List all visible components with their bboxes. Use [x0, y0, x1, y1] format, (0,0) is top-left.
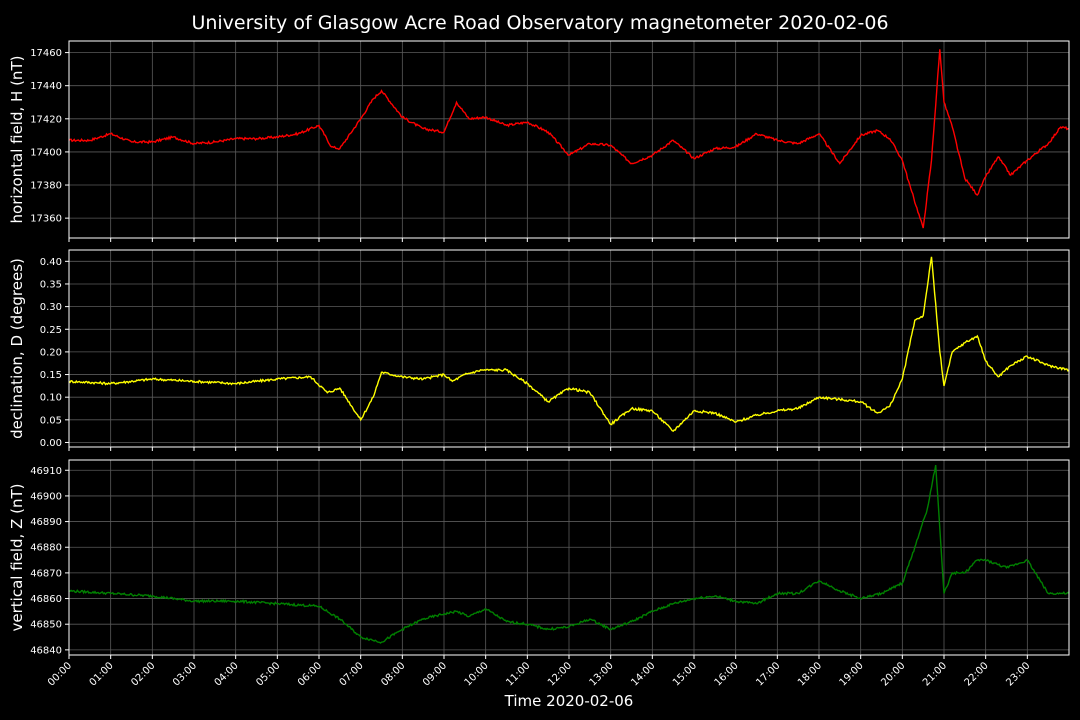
x-tick-label: 06:00 [296, 660, 324, 688]
y-tick-label: 17360 [30, 214, 62, 225]
x-tick-label: 07:00 [338, 660, 366, 688]
y-tick-label: 46880 [30, 543, 62, 554]
y-tick-label: 46850 [30, 620, 62, 631]
y-tick-label: 0.30 [40, 302, 62, 313]
x-tick-label: 23:00 [1004, 660, 1032, 688]
panel-frame [68, 459, 1070, 656]
panel-frame [68, 40, 1070, 239]
x-tick-label: 04:00 [213, 660, 241, 688]
x-tick-label: 22:00 [963, 660, 991, 688]
x-tick-label: 09:00 [421, 660, 449, 688]
y-tick-label: 46910 [30, 466, 62, 477]
y-tick-label: 0.20 [40, 347, 62, 358]
panel-frame [68, 249, 1070, 448]
y-tick-label: 46870 [30, 568, 62, 579]
series-line-Z [68, 464, 1070, 644]
y-axis-label-D: declination, D (degrees) [8, 258, 26, 439]
panel-H: 17360 17380 17400 17420 17440 17460 horizontal… [8, 40, 1070, 242]
y-tick-label: 0.15 [40, 370, 62, 381]
x-tick-label: 16:00 [713, 660, 741, 688]
x-tick-label: 03:00 [171, 660, 199, 688]
x-tick-label: 17:00 [754, 660, 782, 688]
chart-panels: 17360 17380 17400 17420 17440 17460 horizontal… [8, 40, 1070, 659]
y-tick-label: 17380 [30, 181, 62, 192]
x-tick-label: 19:00 [838, 660, 866, 688]
y-tick-label: 0.35 [40, 279, 62, 290]
y-tick-label: 0.40 [40, 257, 62, 268]
x-axis-ticks: 00:00 01:00 02:00 03:00 04:00 05:00 06:00 07:00… [46, 660, 1032, 688]
x-tick-label: 20:00 [879, 660, 907, 688]
x-tick-label: 15:00 [671, 660, 699, 688]
x-tick-label: 01:00 [88, 660, 116, 688]
y-tick-label: 0.10 [40, 393, 62, 404]
y-axis-label-H: horizontal field, H (nT) [8, 56, 26, 224]
y-tick-label: 46840 [30, 645, 62, 656]
y-tick-label: 46860 [30, 594, 62, 605]
y-tick-label: 17440 [30, 81, 62, 92]
x-tick-label: 18:00 [796, 660, 824, 688]
x-tick-label: 21:00 [921, 660, 949, 688]
x-tick-label: 02:00 [129, 660, 157, 688]
chart-title: University of Glasgow Acre Road Observat… [191, 12, 888, 34]
y-tick-label: 46890 [30, 517, 62, 528]
y-tick-label: 46900 [30, 491, 62, 502]
x-axis-label: Time 2020-02-06 [504, 692, 634, 710]
series-line-H [68, 49, 1069, 229]
x-tick-label: 05:00 [254, 660, 282, 688]
panel-Z: 46840 46850 46860 46870 46880 46890 46900 46910… [8, 459, 1070, 659]
y-tick-label: 0.00 [40, 438, 62, 449]
x-tick-label: 14:00 [629, 660, 657, 688]
y-tick-label: 17400 [30, 147, 62, 158]
x-tick-label: 11:00 [504, 660, 532, 688]
x-tick-label: 10:00 [463, 660, 491, 688]
x-tick-label: 00:00 [46, 660, 74, 688]
y-tick-label: 0.05 [40, 415, 62, 426]
x-tick-label: 08:00 [379, 660, 407, 688]
y-axis-label-Z: vertical field, Z (nT) [8, 483, 26, 631]
x-tick-label: 13:00 [588, 660, 616, 688]
y-tick-label: 17420 [30, 114, 62, 125]
y-tick-label: 17460 [30, 48, 62, 59]
x-tick-label: 12:00 [546, 660, 574, 688]
y-tick-label: 0.25 [40, 325, 62, 336]
panel-D: 0.00 0.05 0.10 0.15 0.20 0.25 0.30 0.35 0.40 decl… [8, 249, 1070, 451]
series-line-D [68, 256, 1070, 432]
